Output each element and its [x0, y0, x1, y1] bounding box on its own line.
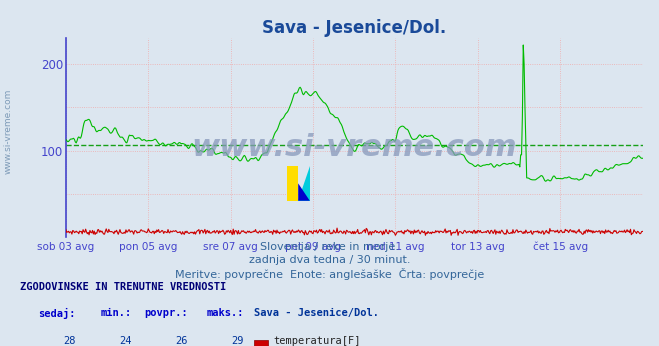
Polygon shape — [298, 166, 310, 201]
Text: min.:: min.: — [101, 308, 132, 318]
Bar — [287, 166, 298, 201]
Text: Slovenija / reke in morje.: Slovenija / reke in morje. — [260, 242, 399, 252]
Text: www.si-vreme.com: www.si-vreme.com — [191, 133, 517, 162]
Polygon shape — [298, 183, 310, 201]
Text: temperatura[F]: temperatura[F] — [273, 336, 361, 346]
Text: www.si-vreme.com: www.si-vreme.com — [3, 89, 13, 174]
Text: 24: 24 — [119, 336, 132, 346]
Text: sedaj:: sedaj: — [38, 308, 76, 319]
Text: povpr.:: povpr.: — [144, 308, 188, 318]
Text: zadnja dva tedna / 30 minut.: zadnja dva tedna / 30 minut. — [248, 255, 411, 265]
Text: 28: 28 — [63, 336, 76, 346]
Text: Meritve: povprečne  Enote: anglešaške  Črta: povprečje: Meritve: povprečne Enote: anglešaške Črt… — [175, 268, 484, 281]
Text: Sava - Jesenice/Dol.: Sava - Jesenice/Dol. — [254, 308, 379, 318]
Text: 29: 29 — [231, 336, 244, 346]
Title: Sava - Jesenice/Dol.: Sava - Jesenice/Dol. — [262, 18, 446, 37]
Text: 26: 26 — [175, 336, 188, 346]
Text: maks.:: maks.: — [206, 308, 244, 318]
Text: ZGODOVINSKE IN TRENUTNE VREDNOSTI: ZGODOVINSKE IN TRENUTNE VREDNOSTI — [20, 282, 226, 292]
